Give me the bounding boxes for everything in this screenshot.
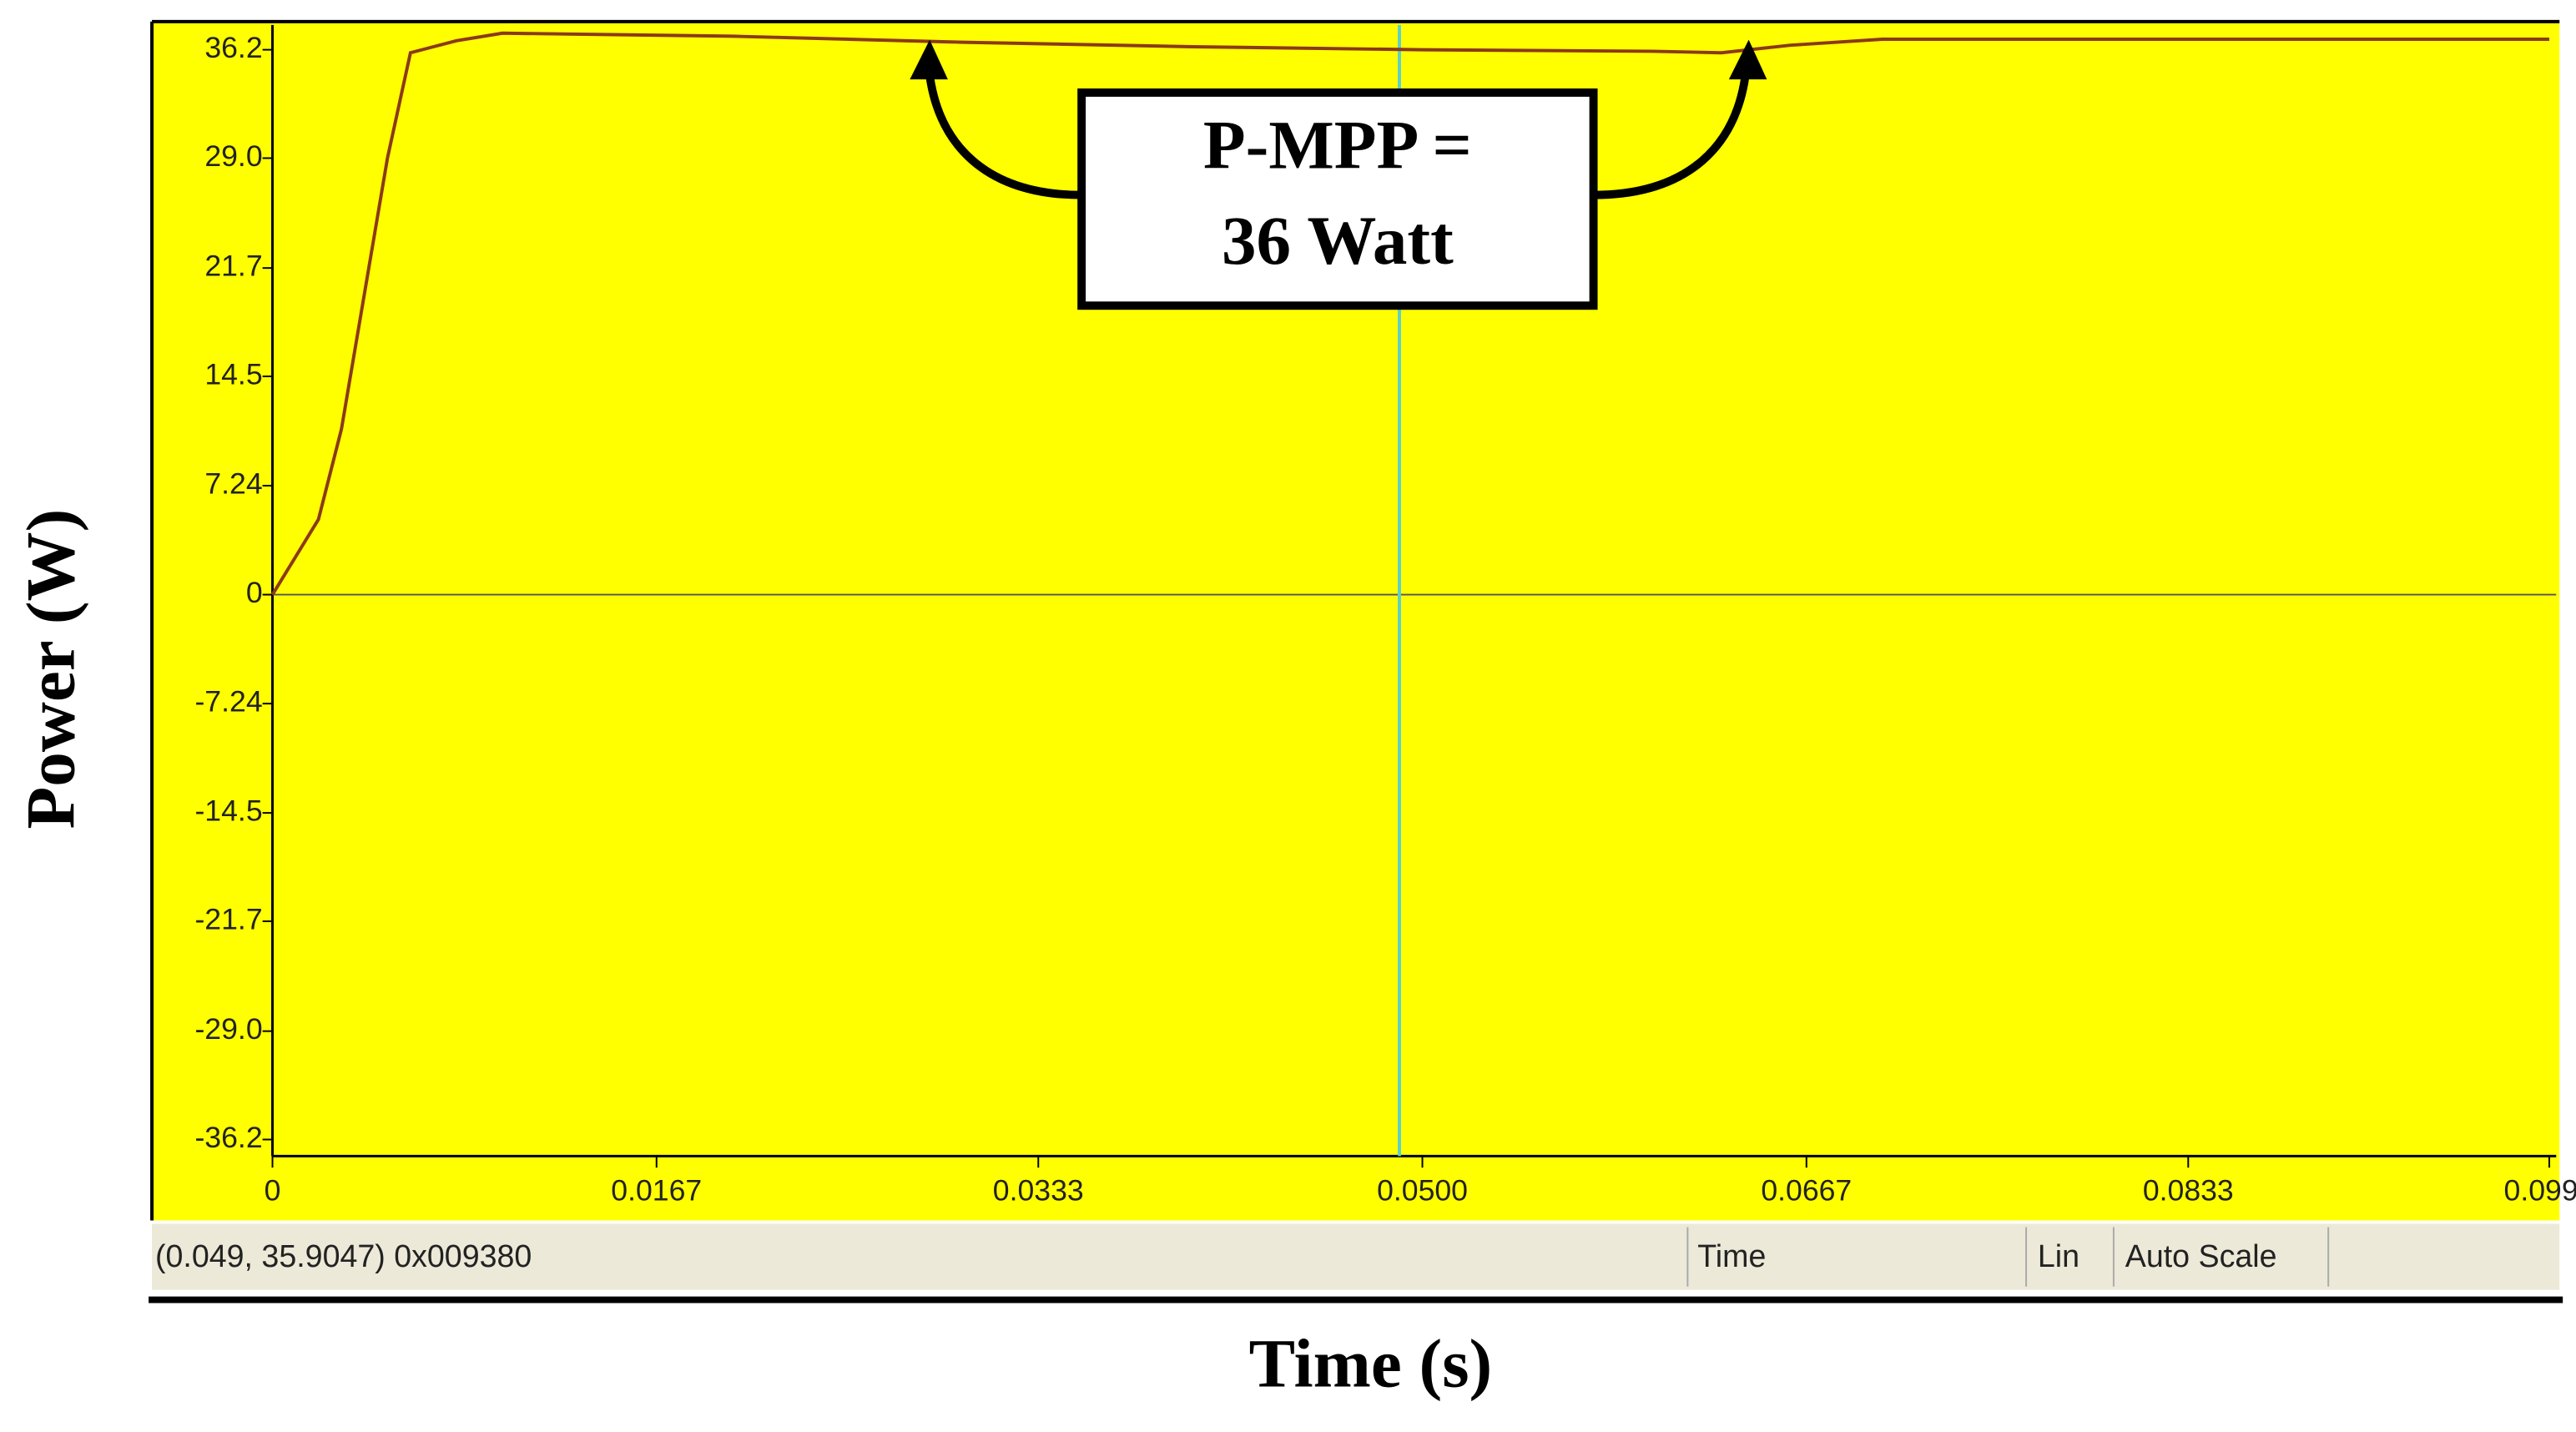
x-tick-label: 0.0333 (993, 1173, 1084, 1207)
annotation-text: P-MPP = (1203, 106, 1472, 183)
y-tick-label: -21.7 (194, 902, 262, 935)
status-text: Auto Scale (2125, 1238, 2277, 1273)
y-tick-label: 36.2 (204, 31, 262, 64)
y-tick-label: -36.2 (194, 1121, 262, 1154)
y-tick-label: 7.24 (204, 466, 262, 500)
y-tick-label: -7.24 (194, 685, 262, 719)
x-tick-label: 0.0667 (1761, 1173, 1852, 1207)
y-tick-label: -14.5 (194, 794, 262, 828)
arrow-head (1728, 39, 1767, 80)
arrow (1593, 58, 1752, 199)
y-tick-label: 21.7 (204, 250, 262, 283)
status-text: (0.049, 35.9047) 0x009380 (155, 1238, 532, 1273)
status-bar (152, 1223, 2560, 1290)
arrow-head (910, 39, 948, 80)
y-tick-label: 0 (246, 576, 263, 609)
y-axis-title: Power (W) (12, 509, 88, 829)
x-tick-label: 0.0833 (2143, 1173, 2234, 1207)
status-text: Lin (2038, 1238, 2079, 1273)
y-tick-label: 14.5 (204, 357, 262, 391)
x-axis-title: Time (s) (1249, 1325, 1493, 1402)
status-text: Time (1697, 1238, 1766, 1273)
x-tick-label: 0 (265, 1173, 281, 1207)
x-tick-label: 0.0167 (611, 1173, 702, 1207)
x-tick-label: 0.0500 (1377, 1173, 1468, 1207)
annotation: P-MPP = 36 Watt (910, 39, 1767, 310)
x-tick-label: 0.0990 (2504, 1173, 2576, 1207)
line-series (270, 31, 2549, 596)
y-tick-label: -29.0 (194, 1012, 262, 1046)
annotation-box (1077, 88, 1598, 310)
y-tick-label: 29.0 (204, 139, 262, 173)
arrow (924, 58, 1082, 199)
annotation-text: 36 Watt (1222, 202, 1454, 279)
